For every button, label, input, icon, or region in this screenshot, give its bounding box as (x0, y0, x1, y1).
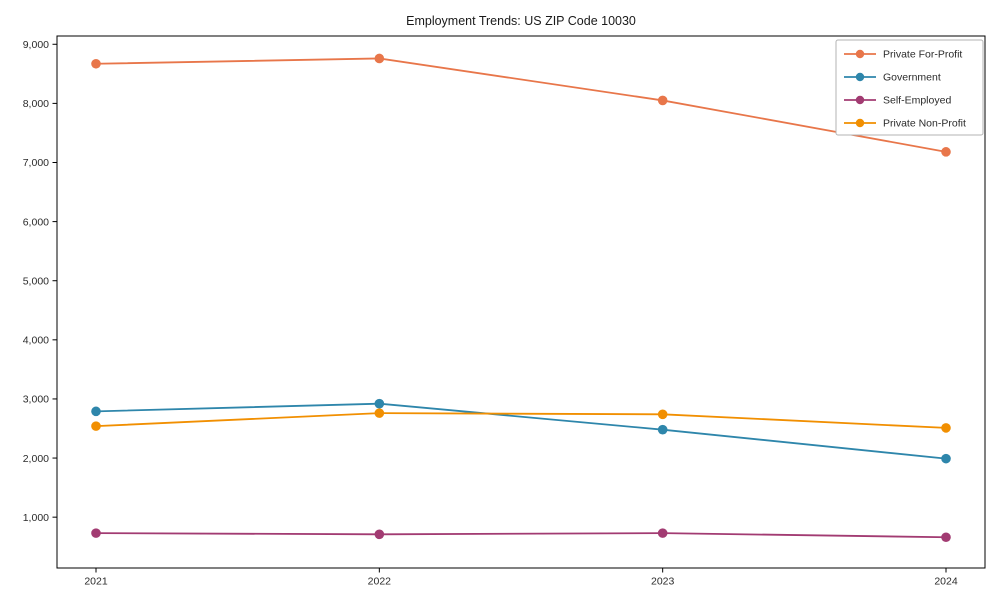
legend-item-private-non-profit: Private Non-Profit (844, 118, 966, 130)
y-tick-label: 2,000 (23, 453, 49, 465)
legend-marker-icon (855, 118, 865, 128)
series-line-private-non-profit (95, 412, 947, 429)
data-point-self-employed (657, 528, 668, 538)
y-tick-label: 8,000 (23, 98, 49, 110)
y-tick-label: 7,000 (23, 157, 49, 169)
data-point-private-non-profit (657, 409, 668, 420)
data-point-self-employed (941, 532, 951, 543)
data-point-private-for-profit (941, 147, 951, 157)
x-tick-label: 2021 (84, 576, 108, 588)
data-point-private-non-profit (374, 408, 385, 418)
data-point-private-for-profit (374, 53, 385, 64)
series-line-private-for-profit (95, 57, 947, 153)
data-point-private-non-profit (91, 421, 101, 431)
data-point-private-for-profit (91, 58, 101, 69)
legend-label: Private Non-Profit (883, 118, 966, 130)
legend: Private For-Profit Government Self-Employe… (835, 39, 984, 136)
data-point-self-employed (91, 528, 101, 538)
y-tick-label: 4,000 (23, 335, 49, 347)
data-point-government (657, 424, 668, 435)
data-point-government (941, 453, 951, 464)
y-tick-label: 1,000 (23, 512, 49, 524)
data-point-self-employed (374, 529, 385, 540)
legend-marker-icon (855, 72, 865, 82)
legend-label: Government (883, 72, 941, 84)
x-tick-label: 2024 (934, 576, 958, 588)
data-point-government (91, 406, 101, 417)
legend-marker-icon (855, 49, 865, 59)
legend-item-government: Government (844, 72, 941, 84)
legend-item-private-for-profit: Private For-Profit (844, 49, 962, 61)
y-tick-label: 6,000 (23, 216, 49, 228)
data-point-government (374, 398, 385, 409)
data-point-private-for-profit (657, 95, 668, 106)
plot-border (56, 35, 986, 569)
x-tick-label: 2022 (368, 576, 392, 588)
chart-title: Employment Trends: US ZIP Code 10030 (406, 14, 636, 28)
series-line-self-employed (95, 532, 947, 539)
legend-item-self-employed: Self-Employed (844, 95, 951, 107)
y-tick-label: 5,000 (23, 275, 49, 287)
legend-label: Private For-Profit (883, 49, 962, 61)
series-line-government (95, 402, 947, 460)
legend-box (835, 39, 984, 136)
y-tick-label: 3,000 (23, 394, 49, 406)
y-tick-label: 9,000 (23, 39, 49, 51)
legend-label: Self-Employed (883, 95, 951, 107)
data-point-private-non-profit (941, 423, 951, 433)
x-tick-label: 2023 (651, 576, 675, 588)
legend-marker-icon (855, 95, 865, 105)
